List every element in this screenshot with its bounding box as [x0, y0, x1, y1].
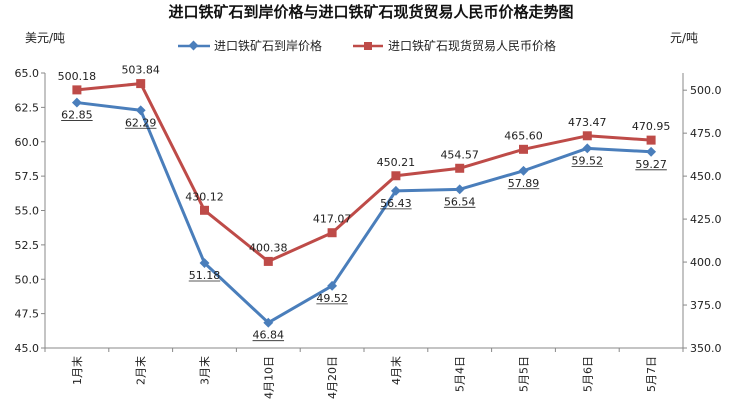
data-label-cif: 46.84 [253, 329, 285, 342]
axes: 45.0 47.5 50.0 52.5 55.0 57.5 60.0 62.5 65.0 350.… [15, 67, 722, 399]
data-label-cif: 56.43 [380, 197, 412, 210]
legend-label-rmb: 进口铁矿石现货贸易人民币价格 [388, 38, 556, 53]
data-point-cif [518, 165, 529, 176]
data-label-cif: 62.85 [61, 109, 93, 122]
data-point-rmb [519, 144, 528, 154]
x-category-label: 5月4日 [454, 356, 467, 392]
data-point-rmb [391, 171, 401, 181]
data-label-rmb: 417.07 [313, 213, 352, 226]
x-category-label: 5月6日 [581, 356, 594, 392]
data-label-rmb: 503.84 [121, 64, 160, 77]
data-point-cif [454, 184, 465, 195]
data-point-cif [646, 146, 657, 157]
right-tick-label: 400.0 [690, 256, 722, 269]
data-point-rmb [263, 256, 273, 266]
data-label-rmb: 400.38 [249, 241, 288, 254]
right-tick-label: 500.0 [690, 84, 722, 97]
data-label-rmb: 473.47 [568, 116, 607, 129]
left-tick-label: 62.5 [15, 101, 40, 114]
legend: 进口铁矿石到岸价格 进口铁矿石现货贸易人民币价格 [178, 38, 556, 53]
left-tick-label: 47.5 [15, 308, 40, 321]
series-line-cif [76, 101, 652, 325]
data-label-rmb: 465.60 [504, 129, 543, 142]
data-point-rmb [72, 85, 82, 95]
data-point-cif [71, 97, 82, 108]
data-point-cif [263, 317, 274, 328]
left-tick-label: 57.5 [15, 170, 40, 183]
x-category-label: 5月5日 [518, 356, 531, 392]
right-tick-label: 375.0 [690, 299, 722, 312]
chart-title: 进口铁矿石到岸价格与进口铁矿石现货贸易人民币价格走势图 [168, 3, 573, 21]
data-label-cif: 57.89 [508, 177, 540, 190]
data-point-rmb [646, 135, 656, 145]
left-axis-unit: 美元/吨 [25, 31, 65, 45]
x-category-label: 1月末 [70, 356, 84, 385]
data-point-rmb [136, 79, 146, 89]
series-layer: 62.85 62.29 51.18 46.84 49.52 56.43 56.54 57.89… [58, 64, 671, 342]
right-tick-label: 475.0 [690, 127, 722, 140]
data-point-cif [390, 185, 401, 196]
right-tick-label: 450.0 [690, 170, 722, 183]
data-label-cif: 56.54 [444, 195, 476, 208]
data-label-cif: 62.29 [125, 116, 157, 129]
left-tick-label: 52.5 [15, 239, 40, 252]
left-tick-label: 45.0 [15, 342, 40, 355]
data-point-rmb [582, 131, 592, 141]
data-label-rmb: 454.57 [440, 148, 479, 161]
data-point-rmb [200, 205, 209, 215]
data-point-cif [199, 258, 210, 268]
data-label-cif: 49.52 [316, 292, 348, 305]
right-axis-unit: 元/吨 [670, 31, 698, 45]
data-point-cif [135, 105, 146, 116]
x-category-label: 4月10日 [262, 356, 275, 399]
left-tick-label: 65.0 [15, 67, 40, 80]
data-label-rmb: 500.18 [58, 70, 97, 83]
x-category-label: 3月末 [198, 356, 212, 385]
series-line-rmb [76, 82, 652, 263]
x-category-label: 4月末 [389, 356, 403, 385]
x-category-label: 5月7日 [645, 356, 658, 392]
data-label-cif: 59.52 [572, 154, 604, 167]
data-point-cif [327, 280, 338, 291]
x-category-label: 2月末 [134, 356, 148, 385]
data-label-rmb: 430.12 [185, 190, 224, 203]
data-point-rmb [455, 163, 465, 173]
legend-label-cif: 进口铁矿石到岸价格 [214, 38, 322, 53]
left-tick-label: 60.0 [15, 136, 40, 149]
left-tick-label: 55.0 [15, 205, 40, 218]
data-point-cif [582, 143, 593, 154]
right-tick-label: 425.0 [690, 213, 722, 226]
data-label-rmb: 450.21 [377, 156, 416, 169]
left-tick-label: 50.0 [15, 273, 40, 286]
data-label-cif: 59.27 [635, 158, 667, 171]
x-category-label: 4月20日 [326, 356, 339, 399]
legend-marker-rmb [364, 42, 372, 50]
legend-marker-cif [188, 40, 199, 51]
right-tick-label: 350.0 [690, 342, 722, 355]
data-label-rmb: 470.95 [632, 120, 671, 133]
data-label-cif: 51.18 [189, 269, 221, 282]
data-point-rmb [327, 228, 337, 238]
